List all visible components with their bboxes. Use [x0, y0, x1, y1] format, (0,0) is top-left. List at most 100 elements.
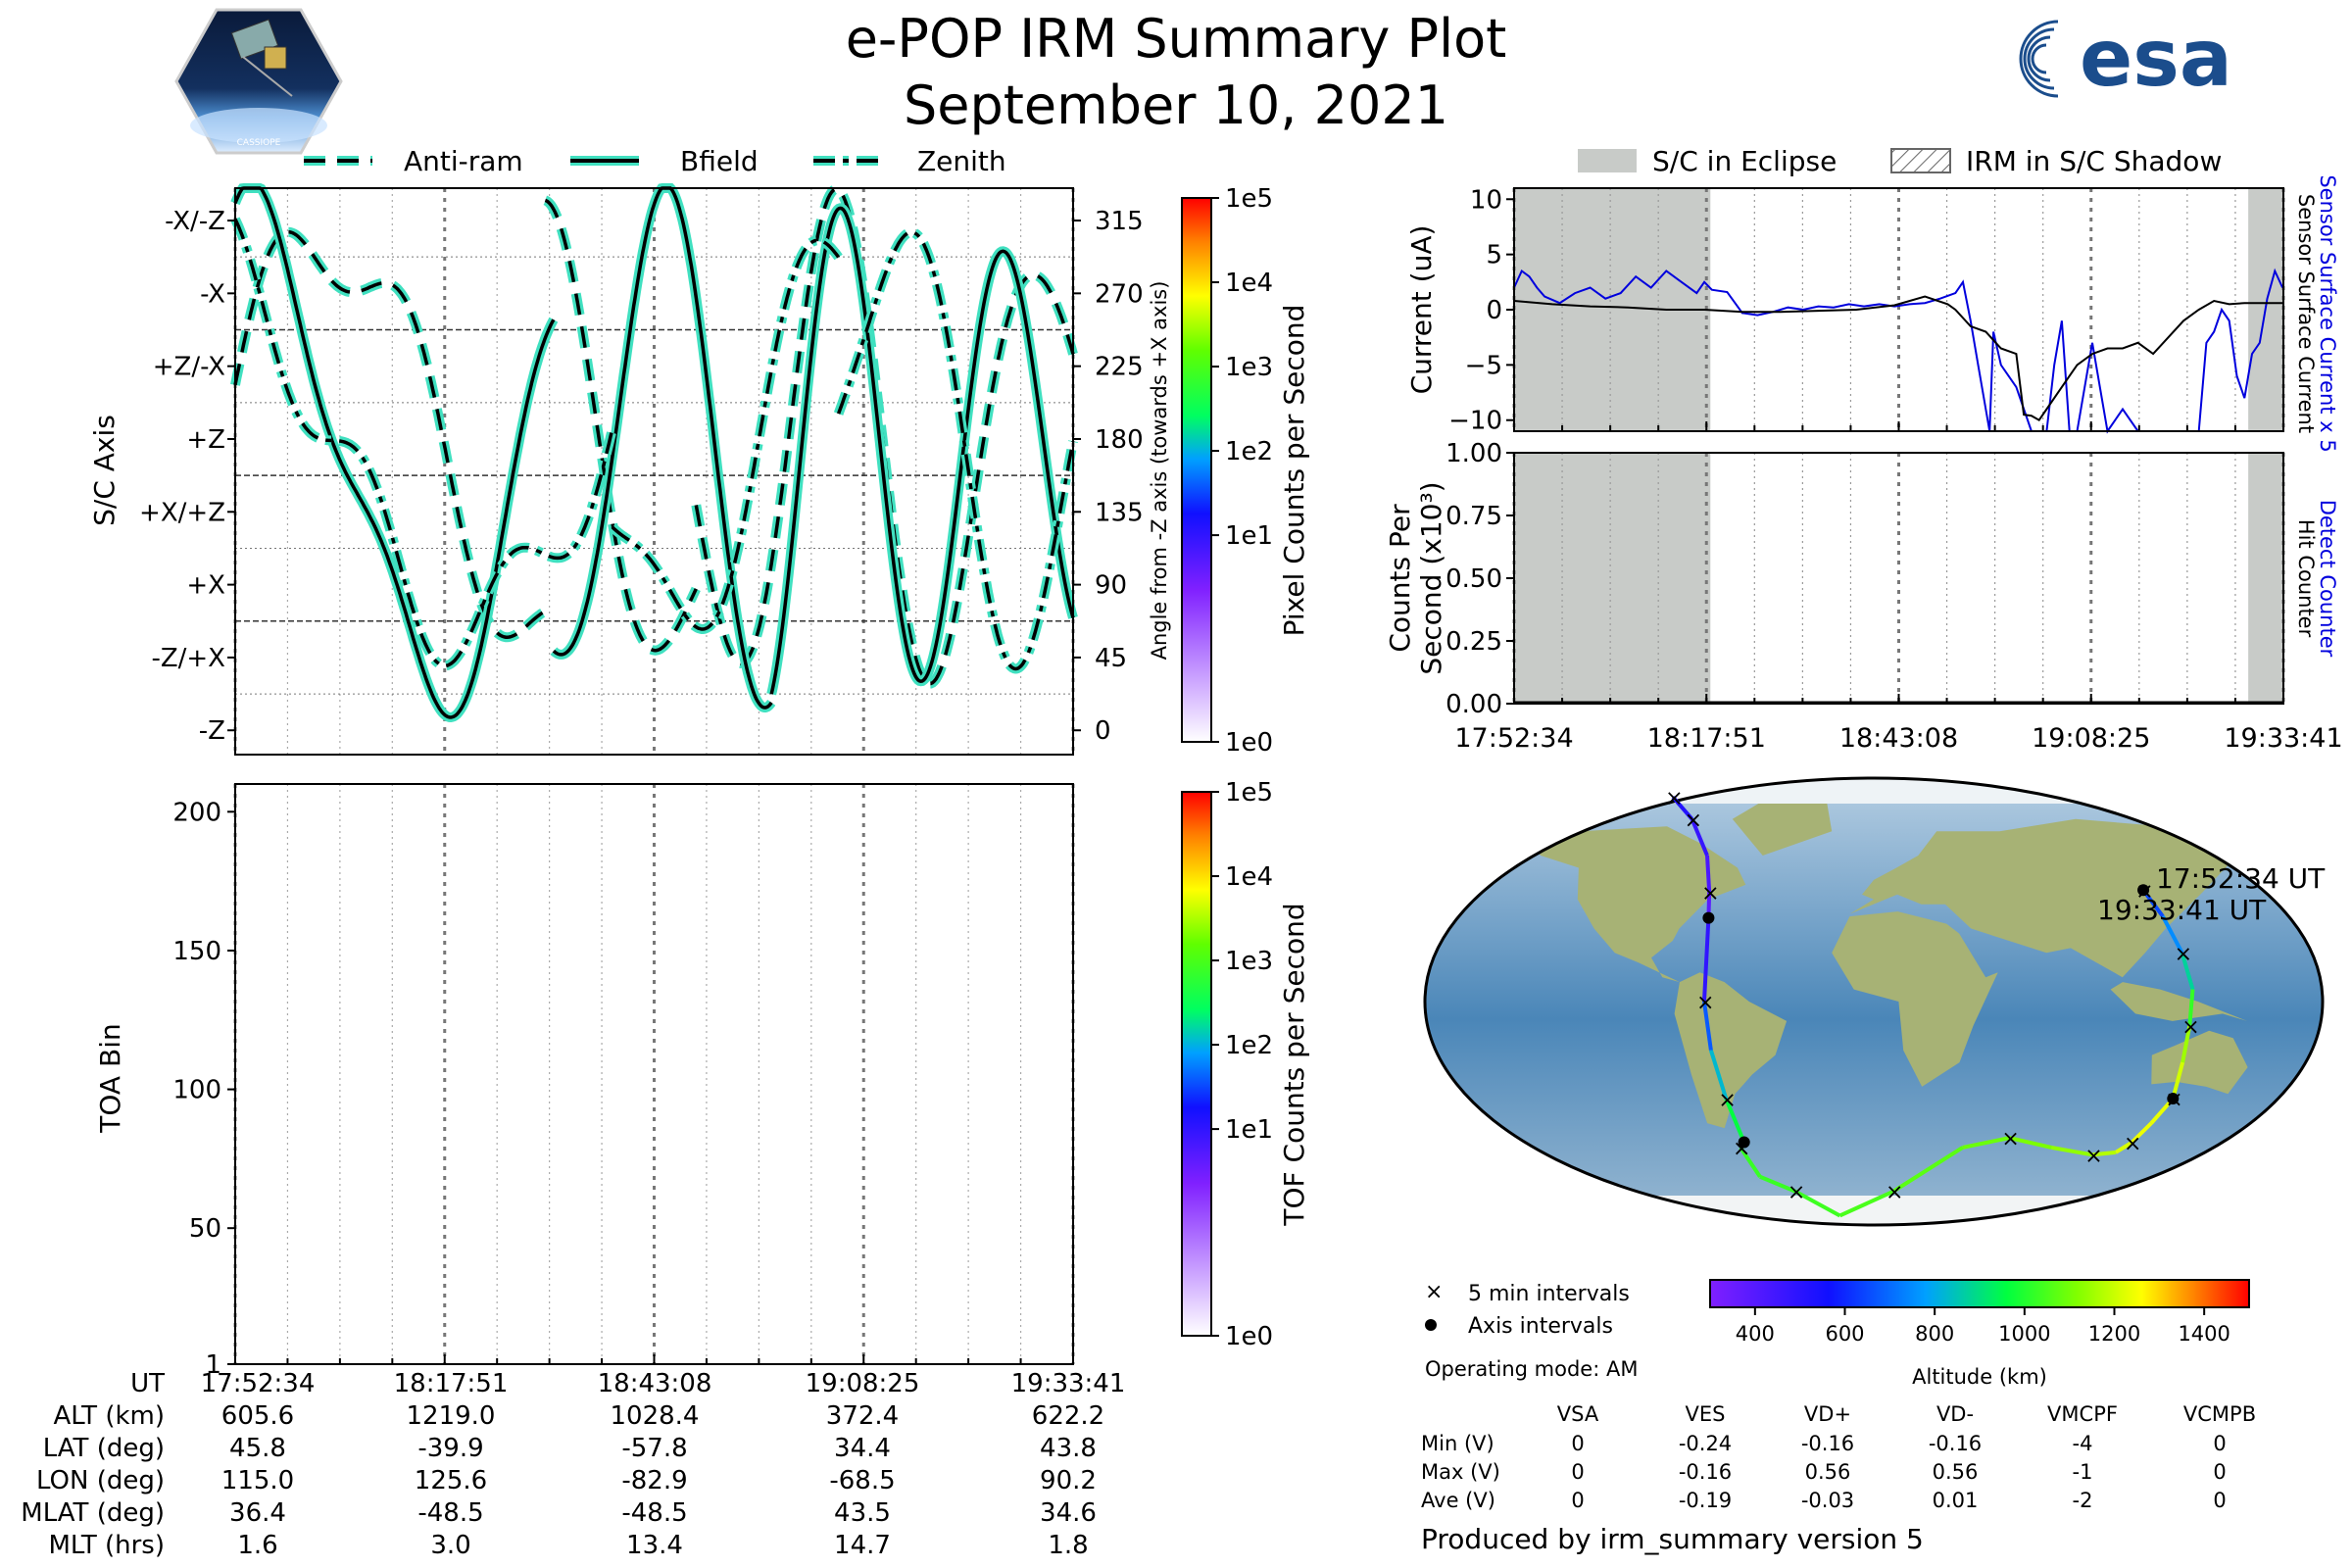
voltage-row-label: Ave (V)	[1421, 1489, 1495, 1512]
attitude-angle-label: 135	[1095, 498, 1144, 527]
ground-track-map: ××××××××××××××× 17:52:34 UT 19:33:41 UT	[1423, 776, 2326, 1227]
voltage-cell: -0.24	[1679, 1432, 1732, 1455]
cassiope-logo: CASSIOPE	[174, 8, 343, 155]
voltage-cell: 0	[2213, 1489, 2226, 1512]
attitude-chart: -Z 0 -Z/+X 45 +X 90 +X/+Z 135 +Z 180 +Z/-X 225 -X 270…	[88, 183, 1171, 756]
attitude-angle-label: 270	[1095, 279, 1144, 309]
operating-mode: Operating mode: AM	[1425, 1357, 1638, 1381]
counts-ytick-label: 0.25	[1446, 627, 1502, 657]
ground-track-segment	[2171, 1061, 2185, 1100]
track-start-label: 17:52:34 UT	[2156, 862, 2326, 895]
counts-y2label-black: Hit Counter	[2294, 519, 2318, 638]
eclipse-band	[1514, 453, 1711, 704]
attitude-angle-label: 0	[1095, 716, 1111, 746]
legend-eclipse-swatch	[1578, 149, 1637, 172]
attitude-bfield-line	[552, 186, 773, 710]
voltage-cell: -0.16	[1801, 1432, 1854, 1455]
continent	[1523, 826, 1746, 983]
voltage-cell: 0	[2213, 1460, 2226, 1484]
orbit-cell: -48.5	[621, 1498, 687, 1528]
esa-logo: esa	[1989, 12, 2283, 105]
voltage-cell: 0	[1571, 1460, 1584, 1484]
ground-track-segment	[1701, 1001, 1713, 1051]
five-min-marker: ×	[2124, 1132, 2141, 1156]
attitude-axis-label: +Z/-X	[153, 353, 225, 382]
orbit-cell: 19:33:41	[1011, 1369, 1126, 1398]
voltage-cell: -0.19	[1679, 1489, 1732, 1512]
five-min-marker-icon: ×	[1425, 1280, 1443, 1304]
toa-ytick-label: 150	[172, 937, 221, 966]
colorbar-tick-label: 1e0	[1225, 728, 1273, 755]
toa-ytick-label: 100	[172, 1076, 221, 1105]
axis-marker	[2137, 884, 2150, 897]
time-xtick-label: 18:17:51	[1647, 723, 1766, 754]
current-ytick-label: −5	[1465, 351, 1502, 380]
colorbar-tick-label: 1e4	[1225, 862, 1273, 892]
axis-marker	[2167, 1093, 2180, 1105]
five-min-marker: ×	[2084, 1144, 2102, 1168]
attitude-zenith-line	[836, 230, 1075, 671]
attitude-angle-label: 315	[1095, 207, 1144, 236]
tof-colorbar: 1e0 1e1 1e2 1e3 1e4 1e5 TOF Counts per Second	[1181, 780, 1310, 1348]
orbit-cell: 1.8	[1048, 1531, 1088, 1560]
voltage-cell: -0.16	[1679, 1460, 1732, 1484]
orbit-cell: 43.5	[834, 1498, 891, 1528]
ground-track-segment	[2180, 1025, 2192, 1063]
orbit-cell: -39.9	[417, 1434, 483, 1463]
orbit-table: UT 17:52:34 18:17:51 18:43:08 19:08:25 19:33:…	[0, 1364, 1176, 1560]
counts-ylabel-2: Second (x10³)	[1415, 481, 1447, 674]
axis-marker-icon	[1425, 1319, 1437, 1331]
time-xtick-label: 17:52:34	[1454, 723, 1573, 754]
orbit-cell: 36.4	[229, 1498, 286, 1528]
voltage-cell: 0.56	[1933, 1460, 1979, 1484]
attitude-axis-label: +Z	[186, 425, 225, 455]
time-xtick-label: 19:08:25	[2032, 723, 2150, 754]
orbit-cell: 13.4	[626, 1531, 683, 1560]
orbit-cell: -82.9	[621, 1466, 687, 1495]
orbit-cell: 115.0	[221, 1466, 294, 1495]
attitude-axis-label: -X/-Z	[165, 207, 225, 236]
left-logo-text: CASSIOPE	[237, 138, 281, 148]
attitude-angle-label: 180	[1095, 425, 1144, 455]
voltage-col-header: VES	[1686, 1402, 1726, 1426]
eclipse-band	[2248, 453, 2283, 704]
voltage-col-header: VMCPF	[2047, 1402, 2118, 1426]
orbit-cell: 18:43:08	[598, 1369, 712, 1398]
orbit-cell: 45.8	[229, 1434, 286, 1463]
altitude-tick-label: 1000	[1998, 1322, 2050, 1346]
orbit-cell: 14.7	[834, 1531, 891, 1560]
orbit-cell: 18:17:51	[394, 1369, 509, 1398]
altitude-tick-label: 400	[1736, 1322, 1775, 1346]
ground-track-segment	[1705, 855, 1712, 893]
orbit-cell: 43.8	[1040, 1434, 1097, 1463]
orbit-cell: 1028.4	[611, 1401, 700, 1431]
legend-antiram-label: Anti-ram	[404, 145, 523, 177]
current-ytick-label: 5	[1486, 241, 1502, 270]
attitude-y2label: Angle from -Z axis (towards +X axis)	[1148, 281, 1171, 661]
counts-chart: 17:52:34 18:17:51 18:43:08 19:08:25 19:33:41…	[1384, 441, 2343, 754]
current-y2label-blue: Sensor Surface Current x 5	[2316, 176, 2339, 451]
voltage-cell: -1	[2073, 1460, 2093, 1484]
five-min-marker: ×	[1685, 808, 1702, 833]
attitude-bfield-line	[233, 186, 556, 719]
ground-track-segment	[1739, 1146, 1762, 1178]
current-line	[1513, 295, 2283, 422]
ground-track-segment	[2050, 1145, 2093, 1157]
orbit-cell: 90.2	[1040, 1466, 1097, 1495]
five-min-marker: ×	[2175, 942, 2192, 966]
attitude-anti-ram-line	[694, 187, 1075, 686]
counts-ytick-label: 1.00	[1446, 441, 1502, 468]
time-xtick-label: 19:33:41	[2224, 723, 2342, 754]
voltage-cell: 0.56	[1805, 1460, 1851, 1484]
continent	[1832, 911, 1998, 1087]
orbit-row-label: MLT (hrs)	[49, 1531, 166, 1560]
counts-ytick-label: 0.50	[1446, 564, 1502, 594]
pixel-colorbar: 1e0 1e1 1e2 1e3 1e4 1e5 Pixel Counts per Seco…	[1181, 186, 1310, 755]
legend-bfield-label: Bfield	[680, 145, 759, 177]
orbit-cell: 1219.0	[407, 1401, 496, 1431]
attitude-axis-label: +X/+Z	[139, 498, 225, 527]
axis-legend-label: Axis intervals	[1468, 1314, 1613, 1339]
page-date: September 10, 2021	[903, 74, 1449, 136]
altitude-tick-label: 1200	[2088, 1322, 2140, 1346]
